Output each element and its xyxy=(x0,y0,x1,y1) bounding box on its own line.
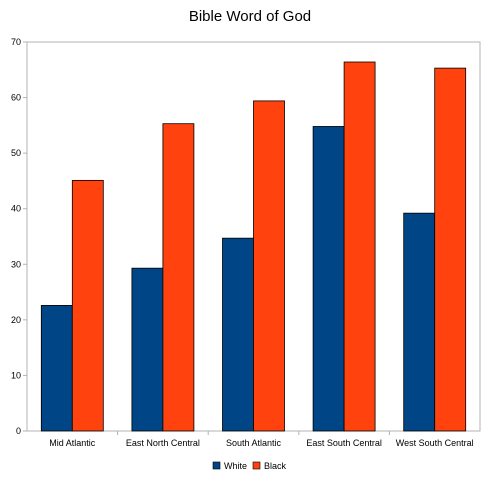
y-tick-label: 10 xyxy=(11,370,21,380)
legend-label-white: White xyxy=(224,461,247,471)
chart-title: Bible Word of God xyxy=(188,8,312,25)
bar-white-0 xyxy=(40,305,73,432)
bar-black-3 xyxy=(343,61,376,432)
y-tick-label: 0 xyxy=(16,426,21,436)
x-tick-label: Mid Atlantic xyxy=(49,438,96,448)
bar-black-1 xyxy=(162,123,195,432)
bar-black-0 xyxy=(71,179,104,432)
bar-white-3 xyxy=(312,126,345,432)
y-tick-label: 30 xyxy=(11,259,21,269)
x-tick-label: South Atlantic xyxy=(226,438,282,448)
y-tick-label: 70 xyxy=(11,37,21,47)
bar-black-4 xyxy=(434,67,467,432)
y-tick-label: 20 xyxy=(11,315,21,325)
x-tick-label: East North Central xyxy=(126,438,200,448)
y-tick-label: 60 xyxy=(11,93,21,103)
bar-white-4 xyxy=(403,212,436,432)
legend-label-black: Black xyxy=(264,461,287,471)
x-tick-label: West South Central xyxy=(396,438,474,448)
y-tick-label: 50 xyxy=(11,148,21,158)
x-tick-label: East South Central xyxy=(306,438,382,448)
bar-white-1 xyxy=(131,267,164,432)
bar-black-2 xyxy=(253,100,285,432)
bar-white-2 xyxy=(222,237,254,432)
legend-swatch-black xyxy=(252,461,261,470)
y-tick-label: 40 xyxy=(11,204,21,214)
legend-swatch-white xyxy=(212,461,221,470)
